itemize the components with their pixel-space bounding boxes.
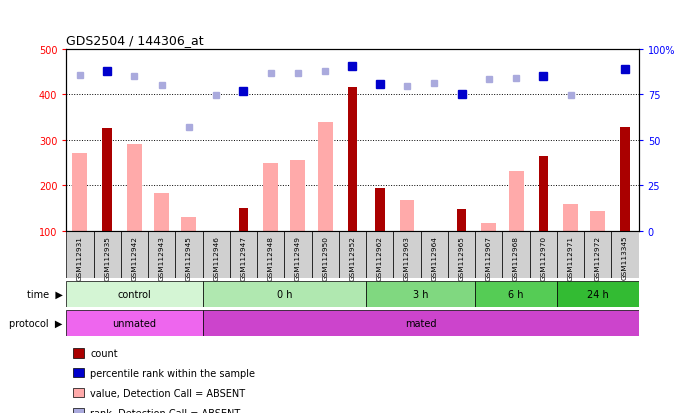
Bar xyxy=(557,231,584,279)
Bar xyxy=(621,128,630,231)
Bar xyxy=(148,231,175,279)
Bar xyxy=(482,223,496,231)
Bar xyxy=(311,231,339,279)
Bar xyxy=(563,204,578,231)
Text: GSM112962: GSM112962 xyxy=(377,235,383,280)
Text: GSM112942: GSM112942 xyxy=(131,235,138,280)
Text: GSM112967: GSM112967 xyxy=(486,235,492,280)
Bar xyxy=(121,231,148,279)
Text: GSM112952: GSM112952 xyxy=(350,235,355,280)
Text: time  ▶: time ▶ xyxy=(27,289,63,299)
Bar xyxy=(318,122,333,231)
Bar xyxy=(202,231,230,279)
Bar xyxy=(66,310,202,337)
Bar xyxy=(509,171,524,231)
Bar xyxy=(348,88,357,231)
Bar xyxy=(239,209,248,231)
Text: unmated: unmated xyxy=(112,318,156,328)
Text: GSM112964: GSM112964 xyxy=(431,235,437,280)
Bar xyxy=(257,231,284,279)
Bar xyxy=(66,281,202,308)
Text: GSM112946: GSM112946 xyxy=(213,235,219,280)
Bar xyxy=(539,157,548,231)
Bar xyxy=(181,218,196,231)
Text: GSM112972: GSM112972 xyxy=(595,235,601,280)
Text: mated: mated xyxy=(405,318,436,328)
Text: GSM112935: GSM112935 xyxy=(104,235,110,280)
Bar xyxy=(475,231,503,279)
Text: GDS2504 / 144306_at: GDS2504 / 144306_at xyxy=(66,34,204,47)
Text: GSM112970: GSM112970 xyxy=(540,235,547,280)
Bar xyxy=(284,231,311,279)
Text: control: control xyxy=(117,289,151,299)
Bar xyxy=(611,231,639,279)
Bar xyxy=(503,231,530,279)
Bar xyxy=(339,231,366,279)
Text: 3 h: 3 h xyxy=(413,289,429,299)
Text: GSM112968: GSM112968 xyxy=(513,235,519,280)
Bar xyxy=(591,211,605,231)
Text: protocol  ▶: protocol ▶ xyxy=(10,318,63,328)
Bar xyxy=(73,153,87,231)
Bar xyxy=(202,281,366,308)
Text: 24 h: 24 h xyxy=(587,289,609,299)
Text: GSM112948: GSM112948 xyxy=(268,235,274,280)
Text: percentile rank within the sample: percentile rank within the sample xyxy=(90,368,255,378)
Text: GSM112931: GSM112931 xyxy=(77,235,83,280)
Bar xyxy=(230,231,257,279)
Text: GSM113345: GSM113345 xyxy=(622,235,628,280)
Bar xyxy=(263,164,279,231)
Bar xyxy=(154,193,169,231)
Bar xyxy=(175,231,202,279)
Bar xyxy=(421,231,448,279)
Bar xyxy=(375,188,385,231)
Bar xyxy=(448,231,475,279)
Bar xyxy=(366,231,394,279)
Bar xyxy=(456,209,466,231)
Bar xyxy=(557,281,639,308)
Text: GSM112949: GSM112949 xyxy=(295,235,301,280)
Bar xyxy=(94,231,121,279)
Bar xyxy=(66,231,94,279)
Text: value, Detection Call = ABSENT: value, Detection Call = ABSENT xyxy=(90,388,245,398)
Text: count: count xyxy=(90,348,118,358)
Text: 6 h: 6 h xyxy=(508,289,524,299)
Bar xyxy=(399,200,415,231)
Text: GSM112971: GSM112971 xyxy=(567,235,574,280)
Text: GSM112963: GSM112963 xyxy=(404,235,410,280)
Bar xyxy=(475,281,557,308)
Text: rank, Detection Call = ABSENT: rank, Detection Call = ABSENT xyxy=(90,408,240,413)
Text: GSM112965: GSM112965 xyxy=(459,235,464,280)
Bar xyxy=(290,161,306,231)
Bar xyxy=(202,310,639,337)
Bar xyxy=(127,145,142,231)
Bar xyxy=(584,231,611,279)
Text: 0 h: 0 h xyxy=(276,289,292,299)
Text: GSM112943: GSM112943 xyxy=(158,235,165,280)
Text: GSM112947: GSM112947 xyxy=(241,235,246,280)
Bar xyxy=(394,231,421,279)
Text: GSM112950: GSM112950 xyxy=(322,235,328,280)
Bar xyxy=(366,281,475,308)
Bar xyxy=(530,231,557,279)
Bar xyxy=(103,129,112,231)
Text: GSM112945: GSM112945 xyxy=(186,235,192,280)
